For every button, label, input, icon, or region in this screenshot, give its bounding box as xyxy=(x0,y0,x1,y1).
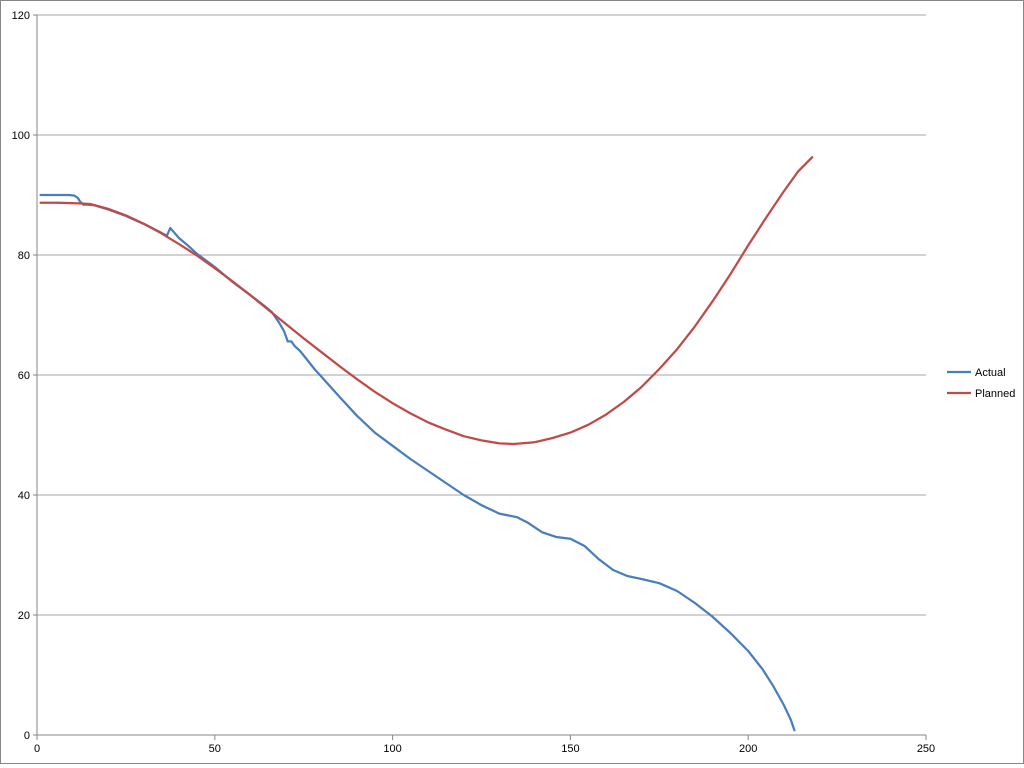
series-line-actual xyxy=(39,193,796,732)
legend-label-planned: Planned xyxy=(975,388,1015,400)
x-tick-label: 50 xyxy=(209,743,221,755)
y-tick-label: 60 xyxy=(18,370,30,382)
y-tick-label: 120 xyxy=(12,10,30,22)
x-tick-label: 0 xyxy=(34,743,40,755)
y-tick-label: 40 xyxy=(18,490,30,502)
series-line-planned xyxy=(39,156,814,446)
x-tick-label: 200 xyxy=(739,743,757,755)
gridlines xyxy=(37,14,926,616)
y-tick-label: 0 xyxy=(24,730,30,742)
y-tick-label: 20 xyxy=(18,610,30,622)
axes: 0 20 40 60 80 100 120 0 50 100 150 200 250 xyxy=(12,10,936,755)
legend: Actual Planned xyxy=(947,367,1015,400)
legend-label-actual: Actual xyxy=(975,367,1006,379)
x-tick-label: 250 xyxy=(917,743,935,755)
x-tick-label: 150 xyxy=(561,743,579,755)
x-tick-label: 100 xyxy=(383,743,401,755)
plot-series xyxy=(39,156,814,732)
y-tick-label: 100 xyxy=(12,130,30,142)
y-tick-label: 80 xyxy=(18,250,30,262)
